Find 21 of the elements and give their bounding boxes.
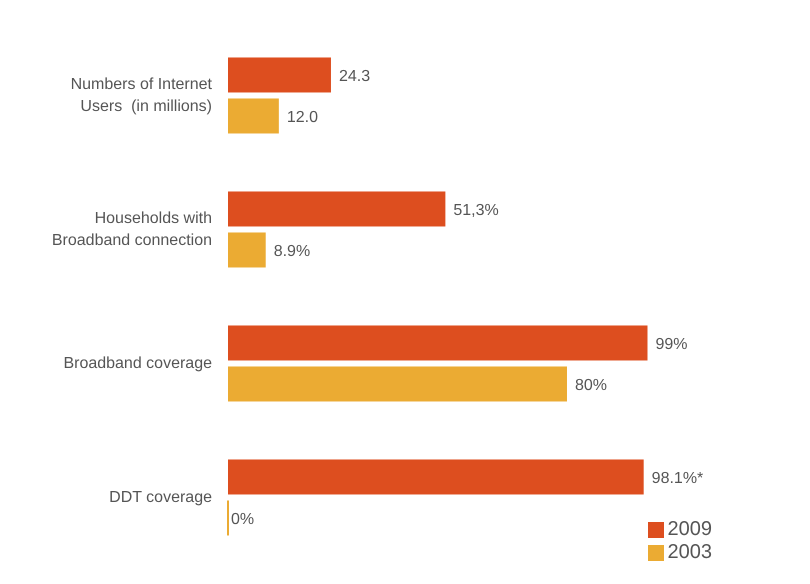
y-tick-label: Broadband coverage	[63, 355, 212, 372]
bar	[228, 232, 266, 268]
bar	[228, 459, 644, 494]
data-label: 0%	[231, 510, 254, 528]
bar	[228, 191, 446, 226]
y-tick-label: DDT coverage	[109, 489, 212, 506]
bar	[228, 366, 567, 402]
legend-label: 2009	[668, 518, 712, 540]
data-label: 98.1%*	[652, 470, 704, 487]
legend-label: 2003	[668, 541, 712, 563]
data-label: 12.0	[286, 108, 318, 126]
data-label: 8.9%	[274, 242, 310, 260]
bar	[228, 325, 648, 360]
data-label: 24.3	[338, 68, 370, 85]
data-label: 51,3%	[453, 202, 499, 219]
bar	[228, 57, 331, 92]
bar	[228, 98, 279, 134]
data-label: 80%	[574, 376, 608, 394]
data-label: 99%	[656, 336, 688, 353]
y-tick-label: Numbers of Internet Users (in millions)	[70, 76, 213, 115]
y-tick-label: Households with Broadband connection	[52, 210, 212, 249]
